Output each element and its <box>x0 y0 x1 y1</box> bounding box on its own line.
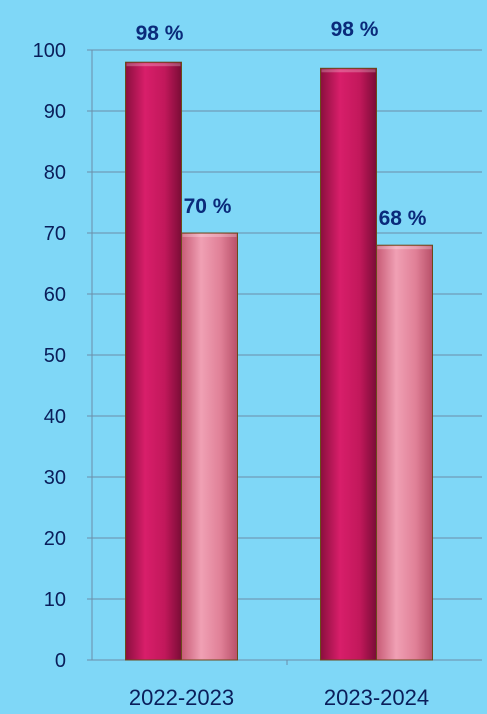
bar-highlight <box>182 234 237 237</box>
y-tick-label: 30 <box>44 467 66 489</box>
bars <box>125 61 433 661</box>
bar-highlight <box>321 69 376 73</box>
axes: 0 10 20 30 40 50 60 70 80 90 100 2022-2023 2023-2024 <box>33 40 482 710</box>
data-label: 68 % <box>379 207 427 230</box>
bar-series-2 <box>376 244 433 661</box>
y-tick-label: 50 <box>44 345 66 367</box>
data-label: 70 % <box>184 195 232 218</box>
bar-series-1 <box>320 67 377 661</box>
data-label: 98 % <box>331 18 379 41</box>
y-tick-label: 100 <box>33 40 66 62</box>
y-tick-label: 0 <box>55 650 66 672</box>
y-tick-label: 90 <box>44 101 66 123</box>
data-labels: 98 % 70 % 98 % 68 % <box>136 18 427 230</box>
y-tick-label: 70 <box>44 223 66 245</box>
bar-series-2 <box>181 232 238 661</box>
x-tick-label: 2023-2024 <box>324 685 429 710</box>
bar-series-1 <box>125 61 182 661</box>
y-tick-label: 60 <box>44 284 66 306</box>
bar-highlight <box>126 63 181 67</box>
y-tick-label: 40 <box>44 406 66 428</box>
y-tick-label: 80 <box>44 162 66 184</box>
y-tick-label: 10 <box>44 589 66 611</box>
x-tick-label: 2022-2023 <box>129 685 234 710</box>
data-label: 98 % <box>136 22 184 45</box>
bar-highlight <box>377 246 432 250</box>
y-tick-label: 20 <box>44 528 66 550</box>
